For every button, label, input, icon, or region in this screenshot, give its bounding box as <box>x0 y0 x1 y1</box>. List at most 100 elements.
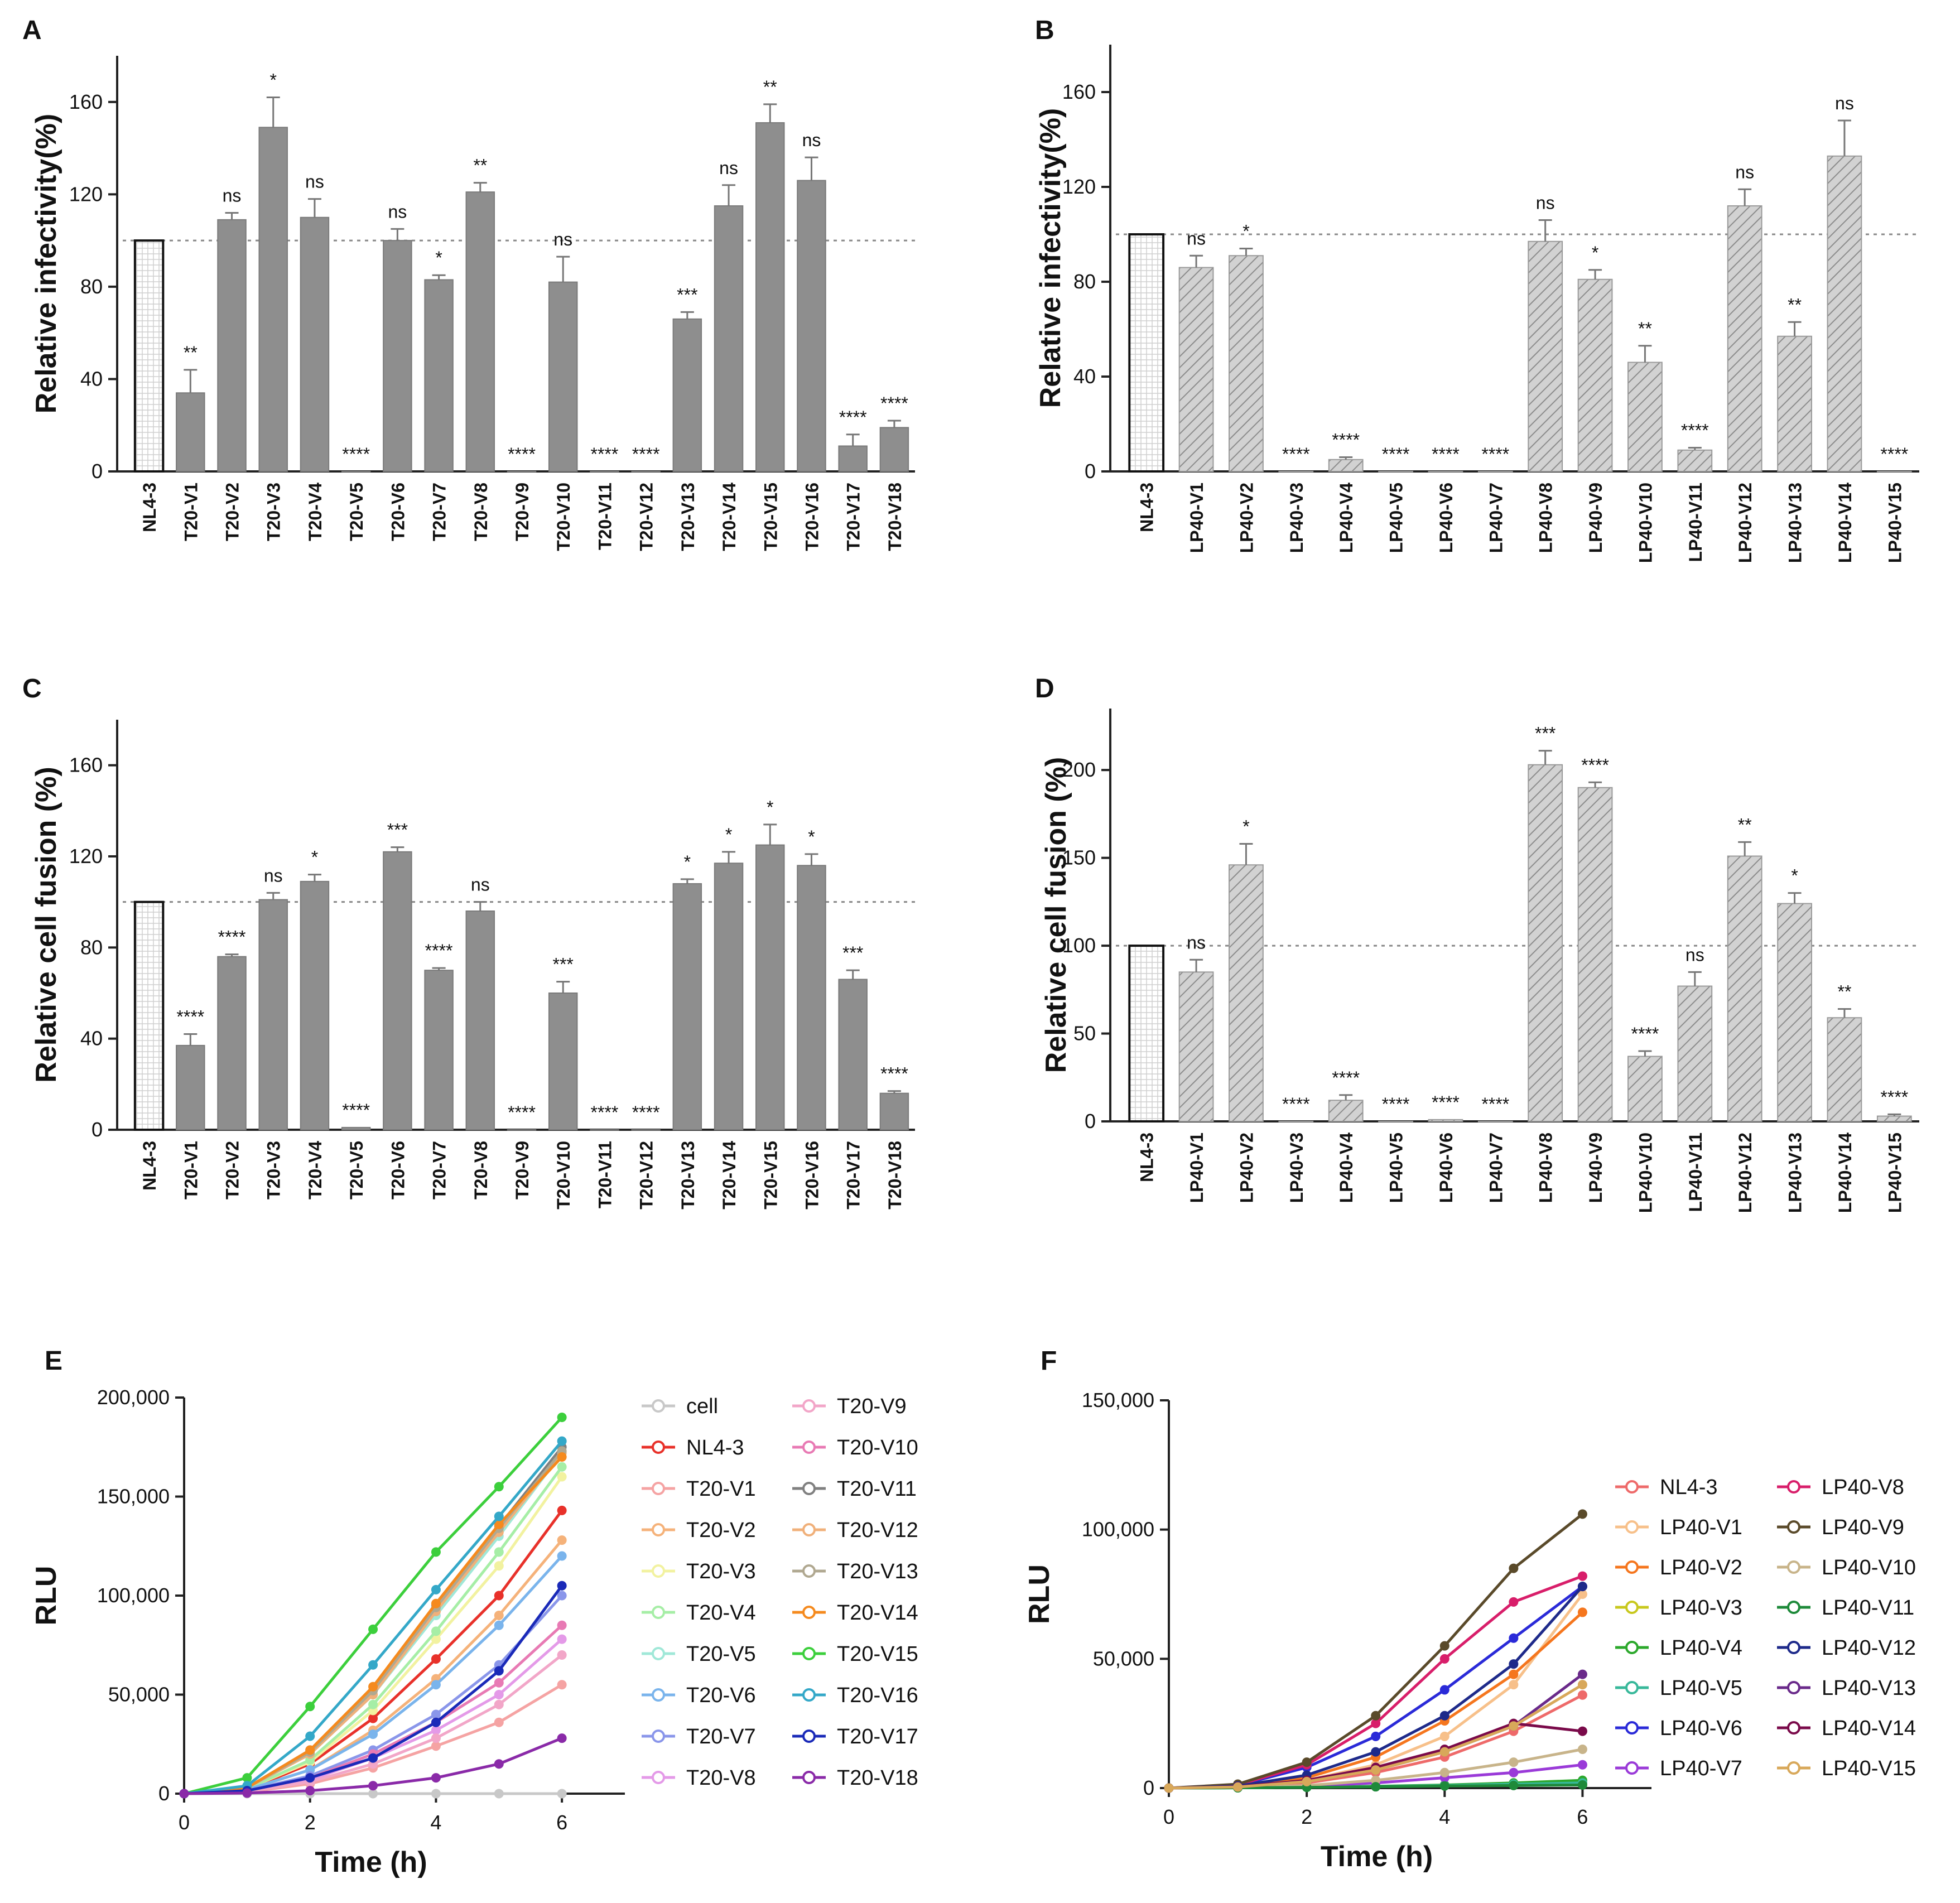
category-label: LP40-V4 <box>1336 1133 1356 1203</box>
data-point <box>431 1598 441 1608</box>
category-label: NL4-3 <box>139 1141 160 1191</box>
data-point <box>431 1717 441 1727</box>
data-point <box>1439 1747 1449 1757</box>
category-label: T20-V16 <box>802 483 822 551</box>
y-tick-label: 0 <box>1085 460 1096 483</box>
y-tick-label: 40 <box>1073 365 1096 388</box>
data-point <box>368 1729 378 1739</box>
significance-label: **** <box>1382 444 1410 464</box>
category-label: LP40-V11 <box>1685 483 1706 562</box>
data-point <box>431 1709 441 1719</box>
significance-label: * <box>435 248 442 268</box>
category-label: T20-V10 <box>553 483 574 551</box>
legend-entry: NL4-3 <box>686 1436 744 1459</box>
bar <box>507 471 537 473</box>
significance-label: ** <box>1738 815 1752 835</box>
data-point <box>431 1654 441 1664</box>
category-label: LP40-V5 <box>1386 483 1407 553</box>
y-tick-label: 0 <box>1085 1110 1096 1133</box>
data-point <box>242 1788 252 1798</box>
category-label: LP40-V8 <box>1536 1133 1556 1203</box>
bar <box>1627 1056 1663 1122</box>
series-line <box>184 1452 564 1795</box>
significance-label: ns <box>305 172 324 192</box>
legend-entry: LP40-V14 <box>1822 1717 1916 1740</box>
legend-marker <box>802 1606 816 1619</box>
category-label: LP40-V10 <box>1635 1133 1655 1213</box>
y-tick-label: 200,000 <box>97 1386 170 1409</box>
category-label: T20-V7 <box>430 1141 450 1199</box>
significance-label: **** <box>1631 1024 1659 1044</box>
significance-label: **** <box>1332 430 1360 450</box>
data-point <box>1439 1685 1449 1695</box>
bar <box>1528 764 1563 1122</box>
data-point <box>1577 1669 1587 1679</box>
x-tick-label: 4 <box>1439 1805 1450 1828</box>
data-point <box>557 1789 567 1799</box>
data-point <box>494 1690 504 1699</box>
data-point <box>1509 1633 1519 1643</box>
category-label: LP40-V13 <box>1785 1133 1805 1213</box>
bar <box>1677 449 1713 472</box>
data-point <box>242 1773 252 1783</box>
y-tick-label: 0 <box>92 1118 103 1141</box>
data-point <box>368 1699 378 1709</box>
significance-label: ns <box>1835 93 1854 113</box>
significance-label: **** <box>880 393 908 413</box>
legend-entry: cell <box>686 1395 718 1418</box>
category-label: NL4-3 <box>1137 1133 1157 1182</box>
legend-marker <box>1787 1681 1800 1694</box>
data-point <box>1371 1747 1381 1757</box>
significance-label: * <box>725 825 732 845</box>
bar <box>258 899 288 1131</box>
bar <box>341 471 371 473</box>
y-tick-label: 80 <box>80 936 103 958</box>
significance-label: **** <box>1282 1094 1310 1114</box>
legend-entry: LP40-V8 <box>1822 1476 1904 1499</box>
data-point <box>494 1666 504 1676</box>
y-tick-label: 50,000 <box>1093 1647 1154 1670</box>
y-tick-label: 160 <box>69 90 103 113</box>
category-label: T20-V12 <box>637 1141 657 1210</box>
data-point <box>368 1624 378 1634</box>
legend-marker <box>652 1729 665 1743</box>
y-axis-title: Relative infectivity(%) <box>30 114 62 414</box>
legend-entry: T20-V2 <box>686 1519 756 1542</box>
x-tick-label: 2 <box>305 1811 316 1834</box>
bar <box>383 851 412 1131</box>
data-point <box>1439 1731 1449 1741</box>
category-label: LP40-V11 <box>1685 1133 1706 1212</box>
category-label: T20-V6 <box>388 483 408 541</box>
significance-label: ** <box>184 343 198 363</box>
data-point <box>557 1650 567 1660</box>
data-point <box>368 1682 378 1692</box>
y-tick-label: 120 <box>69 182 103 205</box>
significance-label: **** <box>591 1102 619 1122</box>
x-tick-label: 6 <box>556 1811 567 1834</box>
bar <box>838 445 868 473</box>
data-point <box>494 1591 504 1601</box>
significance-label: **** <box>1581 755 1609 775</box>
y-axis-title: Relative infectivity(%) <box>1034 108 1067 408</box>
bar <box>1677 985 1713 1122</box>
legend-entry: LP40-V5 <box>1660 1676 1742 1700</box>
data-point <box>1509 1680 1519 1690</box>
bar <box>879 427 909 472</box>
data-point <box>1439 1781 1449 1791</box>
bar <box>1278 471 1314 473</box>
bar <box>133 900 165 1131</box>
significance-label: **** <box>342 444 370 464</box>
legend-marker <box>652 1606 665 1619</box>
significance-label: * <box>767 797 773 817</box>
data-point <box>557 1733 567 1743</box>
category-label: T20-V15 <box>760 483 781 551</box>
data-point <box>1509 1659 1519 1669</box>
legend-marker <box>652 1399 665 1413</box>
bar <box>258 127 288 473</box>
legend-marker <box>1787 1480 1800 1494</box>
data-point <box>557 1591 567 1601</box>
data-point <box>305 1702 315 1712</box>
bar <box>1577 787 1613 1122</box>
y-tick-label: 40 <box>80 1027 103 1050</box>
category-label: LP40-V9 <box>1586 483 1606 553</box>
